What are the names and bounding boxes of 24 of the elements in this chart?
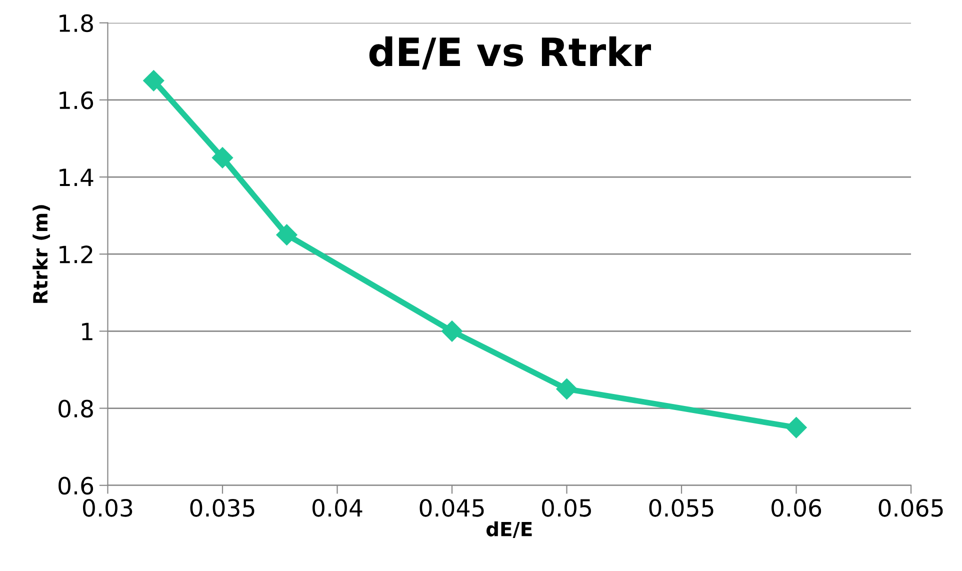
- x-tick-label: 0.04: [312, 498, 362, 517]
- point: [143, 70, 164, 92]
- y-tick-label: 0.6: [58, 476, 94, 495]
- x-tick-label: 0.035: [190, 498, 254, 517]
- point: [556, 378, 578, 400]
- x-axis-title: dE/E: [486, 521, 532, 538]
- x-tick-label: 0.045: [420, 498, 484, 517]
- y-tick-label: 0.8: [58, 400, 93, 418]
- y-tick-label: 1: [82, 322, 92, 340]
- point: [441, 320, 463, 342]
- point: [786, 417, 807, 438]
- x-tick-label: 0.055: [649, 498, 714, 517]
- x-tick-label: 0.05: [542, 498, 591, 517]
- chart-title: dE/E vs Rtrkr: [369, 36, 652, 70]
- y-tick-label: 1.6: [60, 91, 94, 110]
- point: [276, 224, 298, 246]
- y-tick-label: 1.8: [60, 14, 93, 32]
- point: [212, 147, 234, 168]
- x-tick-label: 0.03: [83, 498, 132, 517]
- y-axis-title: Rtrkr (m): [32, 205, 50, 303]
- y-tick-label: 1.2: [60, 246, 92, 264]
- x-tick-label: 0.06: [772, 498, 822, 517]
- y-tick-label: 1.4: [60, 168, 94, 186]
- x-tick-label: 0.065: [878, 498, 943, 517]
